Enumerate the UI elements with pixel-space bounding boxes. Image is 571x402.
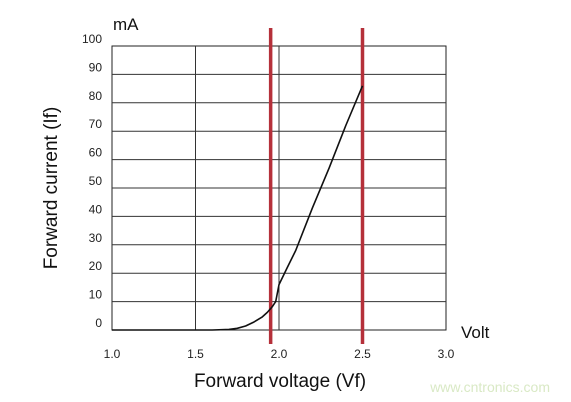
watermark-text: www.cntronics.com: [429, 379, 550, 395]
x-tick-label: 2.5: [354, 347, 371, 361]
y-tick-label: 40: [89, 202, 103, 216]
y-tick-label: 20: [89, 259, 103, 273]
y-tick-label: 50: [89, 174, 103, 188]
x-tick-label: 1.5: [187, 347, 204, 361]
y-axis-title: Forward current (If): [41, 107, 62, 270]
x-tick-label: 1.0: [104, 347, 121, 361]
y-tick-label: 100: [82, 32, 102, 46]
y-tick-label: 30: [89, 231, 103, 245]
y-unit-label: mA: [113, 15, 139, 34]
y-tick-label: 0: [95, 316, 102, 330]
y-tick-label: 90: [89, 60, 103, 74]
x-unit-label: Volt: [461, 323, 490, 342]
y-tick-label: 70: [89, 117, 103, 131]
x-tick-label: 3.0: [438, 347, 455, 361]
x-axis-title: Forward voltage (Vf): [194, 371, 366, 392]
y-tick-label: 60: [89, 146, 103, 160]
series-line: [112, 85, 364, 331]
y-tick-label: 10: [89, 288, 103, 302]
x-tick-label: 2.0: [271, 347, 288, 361]
y-tick-label: 80: [89, 89, 103, 103]
